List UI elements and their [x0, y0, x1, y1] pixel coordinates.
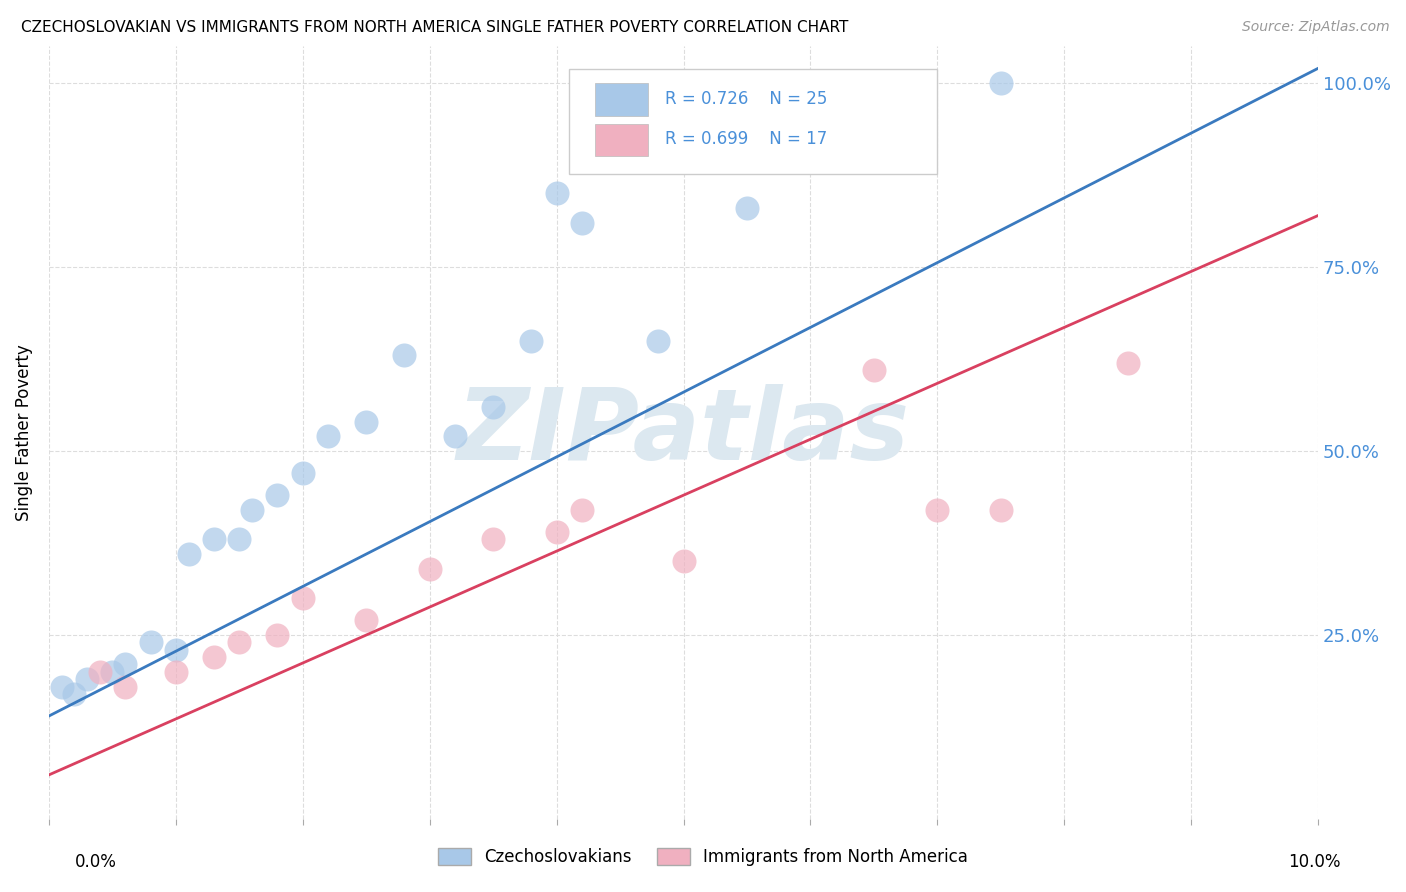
Point — [76, 672, 98, 686]
FancyBboxPatch shape — [595, 83, 648, 116]
Point — [165, 642, 187, 657]
Text: 0.0%: 0.0% — [75, 853, 117, 871]
Point — [482, 533, 505, 547]
Point — [444, 429, 467, 443]
Point — [202, 650, 225, 665]
Point — [266, 628, 288, 642]
Point — [520, 334, 543, 348]
Text: CZECHOSLOVAKIAN VS IMMIGRANTS FROM NORTH AMERICA SINGLE FATHER POVERTY CORRELATI: CZECHOSLOVAKIAN VS IMMIGRANTS FROM NORTH… — [21, 20, 848, 35]
Point — [546, 186, 568, 201]
Text: R = 0.699    N = 17: R = 0.699 N = 17 — [665, 130, 827, 148]
Point — [101, 665, 124, 679]
Point — [228, 533, 250, 547]
Point — [356, 613, 378, 627]
Point — [735, 201, 758, 215]
Point — [63, 687, 86, 701]
Point — [672, 554, 695, 568]
Point — [139, 635, 162, 649]
Point — [240, 503, 263, 517]
Point — [546, 524, 568, 539]
Point — [114, 657, 136, 672]
Point — [863, 76, 886, 90]
Point — [266, 488, 288, 502]
Point — [89, 665, 111, 679]
Point — [202, 533, 225, 547]
Point — [419, 562, 441, 576]
Point — [291, 591, 314, 606]
Text: 10.0%: 10.0% — [1288, 853, 1341, 871]
Point — [165, 665, 187, 679]
Legend: Czechoslovakians, Immigrants from North America: Czechoslovakians, Immigrants from North … — [432, 841, 974, 873]
Point — [990, 503, 1012, 517]
Text: ZIPatlas: ZIPatlas — [457, 384, 910, 481]
Point — [1116, 356, 1139, 370]
FancyBboxPatch shape — [595, 123, 648, 156]
Point — [228, 635, 250, 649]
Point — [863, 363, 886, 377]
Point — [482, 400, 505, 414]
Point — [291, 466, 314, 480]
FancyBboxPatch shape — [569, 70, 938, 174]
Point — [927, 503, 949, 517]
Point — [51, 680, 73, 694]
Point — [990, 76, 1012, 90]
Point — [114, 680, 136, 694]
Point — [571, 503, 593, 517]
Point — [394, 348, 416, 362]
Text: R = 0.726    N = 25: R = 0.726 N = 25 — [665, 90, 827, 108]
Point — [356, 415, 378, 429]
Text: Source: ZipAtlas.com: Source: ZipAtlas.com — [1241, 20, 1389, 34]
Y-axis label: Single Father Poverty: Single Father Poverty — [15, 344, 32, 521]
Point — [177, 547, 200, 561]
Point — [571, 216, 593, 230]
Point — [316, 429, 339, 443]
Point — [647, 334, 669, 348]
